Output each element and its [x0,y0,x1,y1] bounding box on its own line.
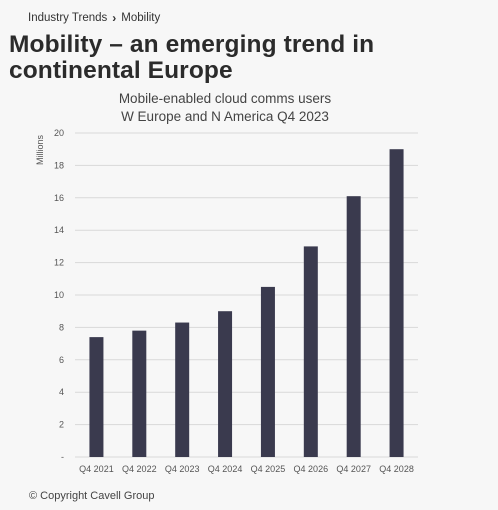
y-tick-label: 14 [54,225,64,235]
bar-q4-2025 [260,286,275,457]
breadcrumb: Industry Trends › Mobility [28,11,160,25]
y-tick-label: 10 [54,290,64,300]
x-tick-label: Q4 2023 [165,464,200,474]
breadcrumb-parent-link[interactable]: Industry Trends [28,12,108,24]
x-tick-label: Q4 2021 [79,464,114,474]
y-tick-label: 12 [54,258,64,268]
bars [89,149,404,457]
gridlines [75,132,418,458]
x-tick-label: Q4 2027 [336,464,371,474]
x-axis-ticks: Q4 2021 Q4 2022 Q4 2023 Q4 2024 Q4 2025 Q4 20… [79,464,414,474]
x-tick-label: Q4 2022 [122,464,157,474]
bar-q4-2022 [132,330,147,457]
y-tick-label: 20 [54,128,64,138]
chart-subtitle: W Europe and N America Q4 2023 [121,109,329,124]
chart-title-block: Mobile-enabled cloud comms users W Europ… [60,90,390,126]
y-tick-label: 8 [59,322,64,332]
x-tick-label: Q4 2025 [251,464,286,474]
copyright-footer: © Copyright Cavell Group [29,490,155,502]
bar-q4-2024 [218,311,233,457]
bar-q4-2026 [303,246,318,457]
chevron-right-icon: › [112,11,117,25]
x-tick-label: Q4 2026 [294,464,329,474]
y-tick-label: 2 [59,420,64,430]
y-axis-ticks: - 2 4 6 8 10 12 14 16 18 20 [54,128,64,462]
bar-q4-2023 [175,322,190,457]
bar-q4-2028 [389,149,404,457]
y-tick-label: 18 [54,160,64,170]
bar-q4-2027 [346,196,361,457]
page-title: Mobility – an emerging trend in continen… [9,31,375,84]
x-tick-label: Q4 2024 [208,464,243,474]
chart-title: Mobile-enabled cloud comms users [118,91,332,106]
bar-q4-2021 [89,337,104,457]
breadcrumb-current: Mobility [121,12,161,24]
y-tick-label: 4 [59,387,64,397]
y-axis-label: Millions [35,135,45,166]
x-tick-label: Q4 2028 [379,464,414,474]
y-tick-label: - [61,452,64,462]
y-tick-label: 16 [54,193,64,203]
y-tick-label: 6 [59,355,64,365]
